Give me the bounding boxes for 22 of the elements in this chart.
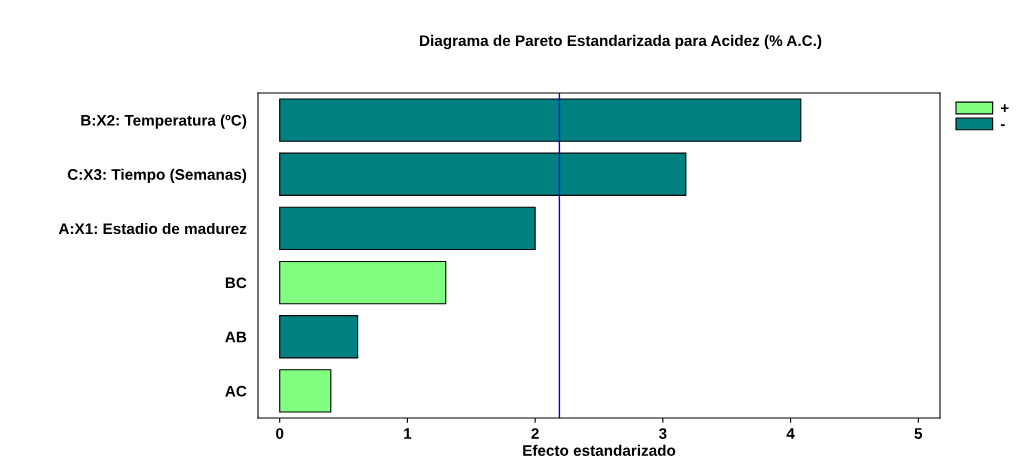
- x-tick-label: 3: [658, 428, 667, 439]
- bar: [279, 206, 536, 251]
- x-axis-title: Efecto estandarizado: [523, 444, 676, 456]
- y-tick-label: BC: [225, 277, 247, 289]
- bar: [279, 369, 332, 413]
- y-tick-label: B:X2: Temperatura (ºC): [81, 114, 247, 129]
- x-tick-label: 2: [531, 428, 539, 439]
- y-tick-label: AC: [225, 385, 247, 397]
- x-tick-label: 1: [404, 428, 412, 439]
- x-tick-label: 5: [914, 428, 923, 439]
- x-tick-label: 4: [786, 428, 795, 439]
- bar: [279, 260, 447, 305]
- bar: [279, 315, 359, 359]
- bar: [279, 152, 687, 196]
- bar: [279, 98, 802, 142]
- chart-title: Diagrama de Pareto Estandarizada para Acidez (% A.C.): [420, 34, 822, 50]
- y-tick-label: C:X3: Tiempo (Semanas): [67, 168, 247, 183]
- x-tick-label: 0: [276, 428, 284, 439]
- y-tick-label: A:X1: Estadio de madurez: [58, 222, 247, 235]
- legend-label: -: [1000, 124, 1005, 127]
- legend-label: +: [1000, 104, 1009, 113]
- y-tick-label: AB: [225, 331, 247, 343]
